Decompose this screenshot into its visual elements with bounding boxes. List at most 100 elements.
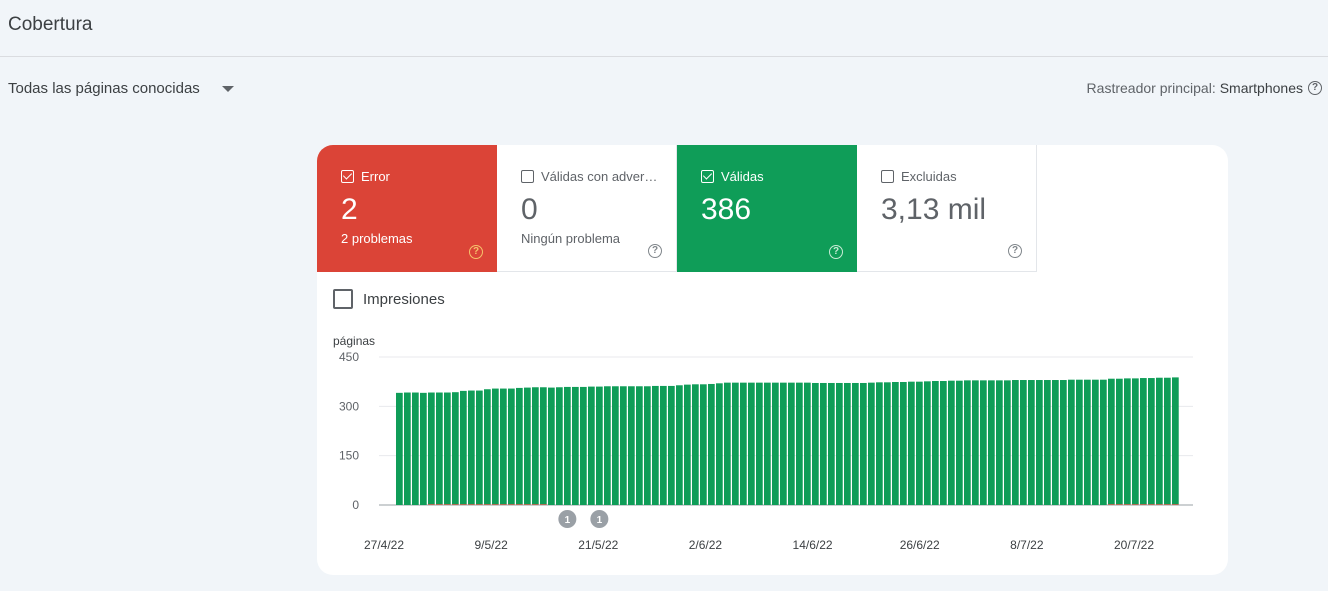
coverage-chart: páginas 450 300 150 0 27/4/22 9/5/22 21/5/22 2/6…	[333, 334, 1193, 552]
bar-valid	[884, 382, 891, 505]
bar-valid	[1020, 380, 1027, 505]
bar-valid	[476, 390, 483, 505]
tile-valid-value: 386	[701, 193, 752, 226]
bar-valid	[700, 384, 707, 505]
bar-valid	[804, 382, 811, 505]
bar-valid	[596, 386, 603, 505]
bar-valid	[692, 384, 699, 505]
bar-error	[532, 504, 539, 505]
bar-error	[1124, 504, 1131, 505]
bar-error	[1148, 504, 1155, 505]
bar-valid	[796, 382, 803, 505]
bar-valid	[932, 381, 939, 505]
bar-valid	[1132, 378, 1139, 505]
header-divider	[0, 56, 1328, 57]
bar-valid	[652, 385, 659, 505]
checkbox-checked-icon[interactable]	[701, 170, 714, 183]
annotation-label: 1	[597, 515, 603, 526]
bar-valid	[716, 383, 723, 505]
chevron-down-icon	[221, 85, 234, 92]
bar-valid	[444, 392, 451, 505]
bar-valid	[588, 386, 595, 505]
bar-valid	[452, 392, 459, 505]
impressions-toggle[interactable]: Impresiones	[333, 289, 445, 309]
bar-valid	[612, 386, 619, 505]
checkbox-checked-icon[interactable]	[341, 170, 354, 183]
bar-valid	[628, 386, 635, 505]
bar-valid	[1068, 379, 1075, 505]
tile-warnings[interactable]: Válidas con adver… 0 Ningún problema ?	[497, 145, 677, 272]
bar-valid	[684, 384, 691, 505]
annotation-marker	[590, 510, 609, 528]
bar-valid	[644, 386, 651, 505]
bar-valid	[572, 386, 579, 505]
help-icon[interactable]: ?	[648, 244, 662, 258]
bar-valid	[428, 392, 435, 505]
bar-valid	[460, 390, 467, 505]
y-tick-label: 450	[339, 350, 359, 364]
bar-valid	[868, 382, 875, 505]
checkbox-unchecked-icon[interactable]	[521, 170, 534, 183]
help-icon[interactable]: ?	[829, 245, 843, 259]
bar-error	[1132, 504, 1139, 505]
bar-error	[1156, 504, 1163, 505]
bar-valid	[940, 381, 947, 505]
bar-valid	[812, 382, 819, 505]
bar-valid	[972, 380, 979, 505]
help-icon[interactable]: ?	[1308, 81, 1322, 95]
tile-excluded[interactable]: Excluidas 3,13 mil ?	[857, 145, 1037, 272]
bar-valid	[732, 382, 739, 505]
bar-valid	[396, 392, 403, 505]
coverage-card: Error 2 2 problemas ? Válidas con adver……	[317, 145, 1228, 575]
bar-error	[1108, 504, 1115, 505]
y-axis-label: páginas	[333, 334, 375, 348]
x-tick-label: 20/7/22	[1114, 538, 1154, 552]
page-filter-dropdown[interactable]: Todas las páginas conocidas	[8, 80, 234, 97]
x-tick-label: 2/6/22	[689, 538, 723, 552]
x-tick-label: 21/5/22	[578, 538, 618, 552]
tile-warnings-sub: Ningún problema	[521, 231, 621, 246]
x-tick-label: 26/6/22	[900, 538, 940, 552]
bar-valid	[420, 392, 427, 505]
bar-valid	[956, 380, 963, 505]
bar-valid	[980, 380, 987, 505]
bar-valid	[844, 382, 851, 505]
bar-valid	[532, 387, 539, 505]
bar-valid	[540, 387, 547, 505]
help-icon[interactable]: ?	[1008, 244, 1022, 258]
bar-valid	[668, 385, 675, 505]
bar-error	[540, 504, 547, 505]
checkbox-unchecked-icon[interactable]	[333, 289, 353, 309]
bar-valid	[636, 386, 643, 505]
bar-valid	[1028, 380, 1035, 505]
tile-error[interactable]: Error 2 2 problemas ?	[317, 145, 497, 272]
crawler-value: Smartphones	[1219, 80, 1303, 96]
bar-valid	[1012, 380, 1019, 505]
bar-error	[436, 504, 443, 505]
help-icon[interactable]: ?	[469, 245, 483, 259]
bar-valid	[1108, 378, 1115, 505]
bar-valid	[948, 380, 955, 505]
bar-valid	[436, 392, 443, 505]
bar-valid	[908, 381, 915, 505]
bar-valid	[484, 389, 491, 505]
bar-error	[468, 504, 475, 505]
bar-valid	[876, 382, 883, 505]
page-title: Cobertura	[8, 14, 93, 35]
bar-valid	[1092, 379, 1099, 505]
bar-valid	[748, 382, 755, 505]
bar-valid	[756, 382, 763, 505]
bar-error	[484, 504, 491, 505]
bar-valid	[524, 387, 531, 505]
tile-error-value: 2	[341, 193, 358, 226]
bar-valid	[772, 382, 779, 505]
tile-excluded-value: 3,13 mil	[881, 193, 987, 226]
impressions-label: Impresiones	[363, 290, 445, 308]
bar-valid	[1044, 380, 1051, 505]
x-tick-label: 9/5/22	[474, 538, 508, 552]
checkbox-unchecked-icon[interactable]	[881, 170, 894, 183]
bar-valid	[988, 380, 995, 505]
bar-error	[1172, 504, 1179, 505]
tile-valid[interactable]: Válidas 386 ?	[677, 145, 857, 272]
bar-valid	[996, 380, 1003, 505]
